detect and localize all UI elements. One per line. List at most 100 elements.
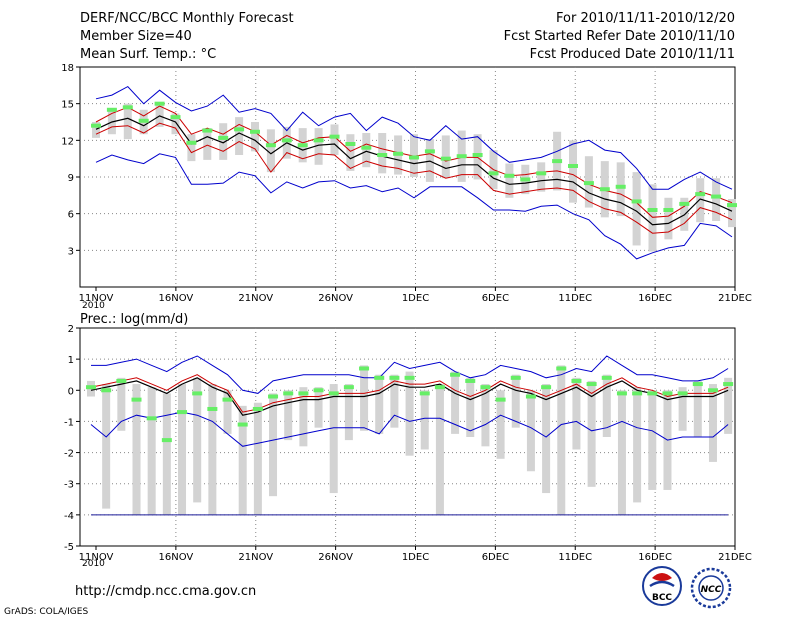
- observed-marker: [541, 385, 552, 390]
- ensemble-box: [572, 377, 581, 450]
- variable-label: Mean Surf. Temp.: °C: [80, 47, 216, 62]
- y-tick-label: 15: [61, 100, 74, 111]
- observed-marker: [393, 151, 404, 156]
- ensemble-box: [344, 384, 353, 441]
- ensemble-box: [269, 393, 278, 497]
- upper-line: [90, 374, 729, 413]
- temperature-plot-layer: 11NOV 16NOV 21NOV 26NOV 1DEC 6DEC 11DEC 16DEC 21…: [61, 63, 752, 304]
- ensemble-box: [724, 377, 733, 434]
- observed-marker: [434, 385, 445, 390]
- observed-marker: [345, 142, 356, 146]
- observed-marker: [361, 145, 372, 150]
- observed-marker: [222, 397, 233, 402]
- x-tick-label: 26NOV: [318, 552, 353, 563]
- observed-marker: [265, 143, 276, 148]
- ensemble-box: [466, 377, 475, 437]
- ensemble-box: [235, 117, 244, 155]
- ensemble-box: [329, 384, 338, 494]
- observed-marker: [377, 153, 388, 157]
- ensemble-box: [664, 197, 673, 240]
- observed-marker: [525, 394, 536, 399]
- forecast-period: For 2010/11/11-2010/12/20: [556, 11, 735, 26]
- ensemble-box: [511, 374, 520, 428]
- y-tick-label: 1: [68, 355, 74, 366]
- ensemble-box: [481, 384, 490, 447]
- ensemble-box: [420, 390, 429, 450]
- observed-marker: [91, 123, 101, 128]
- x-tick-label: 6DEC: [482, 293, 509, 304]
- observed-marker: [472, 153, 483, 157]
- x-tick-label: 1DEC: [402, 293, 429, 304]
- y-tick-label: -3: [64, 480, 74, 491]
- ensemble-box: [360, 365, 369, 431]
- observed-marker: [138, 118, 149, 123]
- observed-marker: [170, 115, 181, 120]
- observed-marker: [727, 203, 737, 208]
- y-tick-label: 6: [68, 210, 74, 221]
- observed-marker: [186, 140, 197, 145]
- ensemble-box: [123, 103, 132, 140]
- observed-marker: [711, 194, 722, 199]
- x-tick-label: 21DEC: [718, 293, 752, 304]
- ensemble-box: [616, 162, 625, 217]
- observed-marker: [583, 181, 594, 186]
- ensemble-box: [496, 390, 505, 459]
- observed-marker: [116, 378, 127, 383]
- observed-marker: [374, 375, 385, 380]
- observed-marker: [389, 375, 400, 380]
- ensemble-box: [178, 384, 187, 515]
- observed-marker: [571, 378, 582, 383]
- observed-marker: [131, 397, 142, 402]
- x-tick-label: 21NOV: [238, 293, 273, 304]
- ncc-logo-icon: NCC: [690, 567, 732, 609]
- observed-marker: [419, 391, 430, 396]
- ensemble-box: [708, 384, 717, 462]
- y-tick-label: 0: [68, 386, 74, 397]
- x-tick-label: 11DEC: [558, 552, 592, 563]
- ensemble-box: [266, 129, 275, 173]
- ensemble-box: [238, 405, 247, 515]
- mean-line: [95, 115, 733, 226]
- y-tick-label: 18: [61, 63, 74, 74]
- y-tick-label: 12: [61, 136, 74, 147]
- y-tick-label: 9: [68, 173, 74, 184]
- ensemble-box: [162, 393, 171, 515]
- x-tick-label: 16NOV: [159, 293, 194, 304]
- ensemble-box: [435, 384, 444, 515]
- ensemble-box: [617, 390, 626, 515]
- observed-marker: [556, 366, 567, 371]
- observed-marker: [313, 388, 324, 393]
- y-tick-label: -1: [64, 417, 74, 428]
- y-tick-label: -4: [64, 511, 74, 522]
- observed-marker: [404, 375, 415, 380]
- ensemble-box: [712, 178, 721, 221]
- observed-marker: [662, 391, 673, 396]
- observed-marker: [601, 375, 612, 380]
- ensemble-box: [375, 374, 384, 434]
- observed-marker: [218, 135, 229, 140]
- ensemble-box: [557, 365, 566, 515]
- precipitation-plot-frame: [79, 327, 736, 547]
- y-tick-label: 2: [68, 324, 74, 335]
- figure-title: DERF/NCC/BCC Monthly Forecast: [80, 11, 294, 26]
- ensemble-box: [405, 371, 414, 456]
- observed-marker: [465, 378, 476, 383]
- max-line: [91, 355, 729, 394]
- observed-marker: [480, 385, 491, 390]
- x-tick-label: 6DEC: [482, 552, 509, 563]
- x-tick-label: 11NOV: [79, 552, 114, 563]
- ensemble-box: [251, 122, 259, 152]
- ensemble-box: [223, 390, 232, 434]
- ensemble-box: [632, 172, 641, 246]
- y-tick-label: 3: [68, 246, 74, 257]
- ensemble-box: [728, 199, 736, 228]
- observed-marker: [106, 107, 117, 112]
- observed-marker: [520, 177, 531, 182]
- observed-marker: [101, 388, 112, 393]
- bcc-logo-text: BCC: [652, 593, 672, 603]
- observed-marker: [495, 397, 506, 402]
- min-line: [95, 153, 733, 260]
- x-tick-label: 11NOV: [79, 293, 114, 304]
- y-tick-label: -5: [64, 542, 74, 553]
